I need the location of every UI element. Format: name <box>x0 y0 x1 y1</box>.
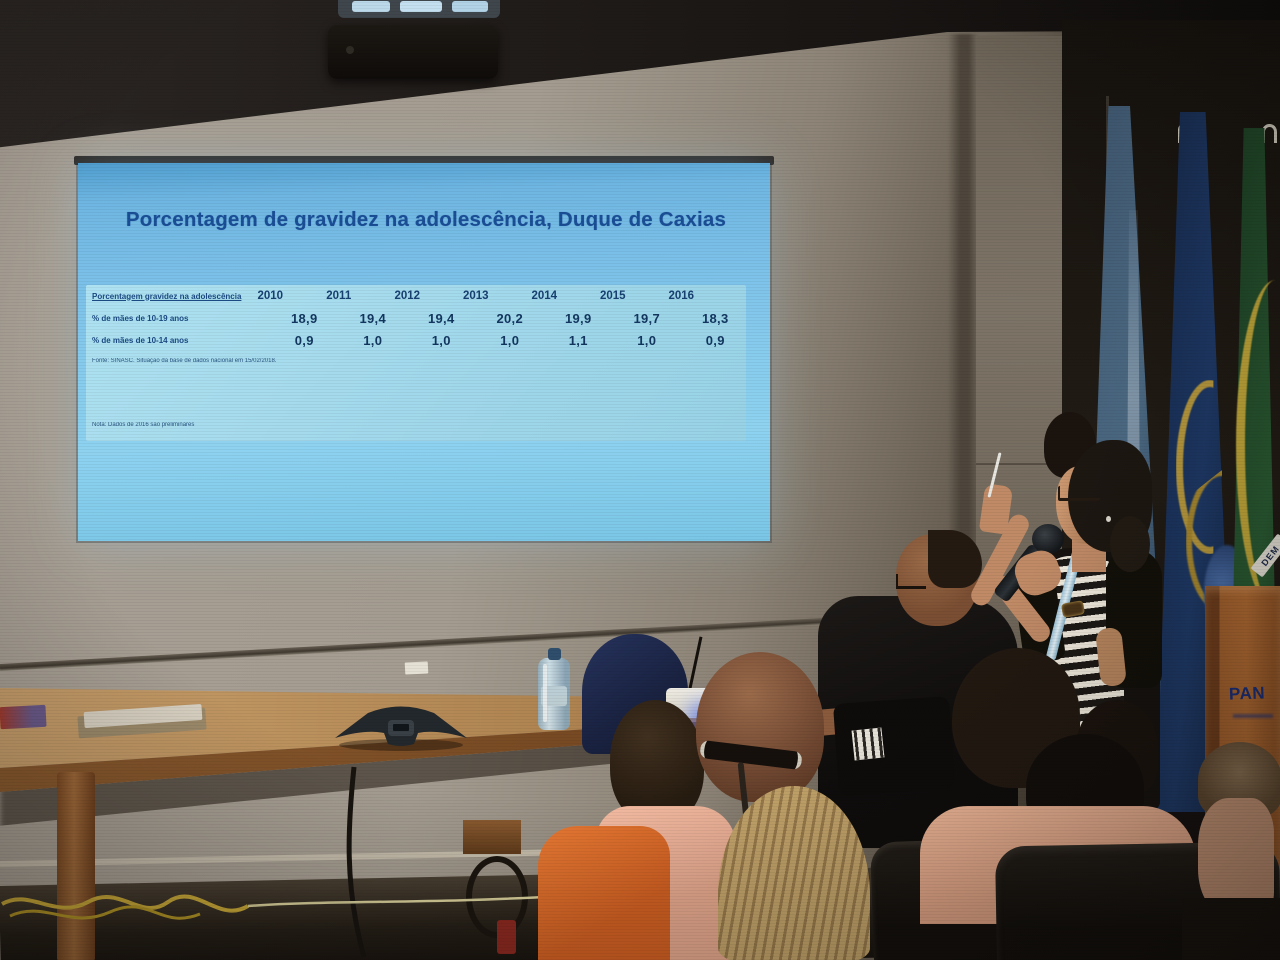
presenter-glasses <box>1058 486 1100 501</box>
year-header: 2012 <box>394 290 421 302</box>
cell-value: 19,4 <box>359 311 386 326</box>
cell-value: 1,1 <box>568 333 588 348</box>
slide-source-note: Fonte: SINASC. Situação da base de dados… <box>92 358 277 364</box>
cell-value: 1,0 <box>500 333 520 348</box>
cell-value: 1,0 <box>637 333 657 348</box>
cell-value: 1,0 <box>431 333 451 348</box>
conference-phone <box>335 706 467 751</box>
slide: Porcentagem de gravidez na adolescência,… <box>78 163 770 541</box>
yellow-floor-cable <box>1 894 561 920</box>
audience-bald-head <box>696 652 824 802</box>
cell-value: 0,9 <box>705 333 725 348</box>
table-header-label: Porcentagem gravidez na adolescência <box>92 291 242 301</box>
table-header-row: Porcentagem gravidez na adolescência 201… <box>86 290 746 302</box>
year-header: 2011 <box>326 290 352 302</box>
cell-value: 20,2 <box>496 311 523 326</box>
year-header: 2013 <box>462 290 489 302</box>
audience-blonde-head <box>718 786 870 960</box>
mount-glint-1 <box>352 1 390 12</box>
mount-glint-3 <box>452 1 488 12</box>
cell-value: 1,0 <box>363 333 383 348</box>
bottle-highlight <box>543 664 547 722</box>
table-row: % de mães de 10-19 anos 18,9 19,4 19,4 2… <box>86 311 746 326</box>
seated-man-glasses <box>896 574 926 589</box>
red-object <box>497 920 516 954</box>
year-header: 2016 <box>668 290 695 302</box>
screen-top-bezel <box>74 156 774 165</box>
bottle-label <box>541 686 567 706</box>
microphone-head <box>1032 524 1064 554</box>
wall-seam <box>976 463 1068 465</box>
table-leg-left <box>57 772 95 960</box>
tray-label <box>404 661 429 675</box>
row-label: % de mães de 10-19 anos <box>92 314 189 323</box>
slide-table-panel: Porcentagem gravidez na adolescência 201… <box>86 285 746 441</box>
bottle-cap <box>548 648 561 660</box>
audience-right-body <box>1182 898 1280 960</box>
slide-footnote: Nota: Dados de 2016 são preliminares <box>92 422 195 428</box>
cell-value: 18,9 <box>290 311 318 326</box>
audience-orange-shirt <box>538 826 670 960</box>
year-header: 2010 <box>257 290 284 302</box>
table-leg-mid <box>463 820 521 854</box>
cell-value: 19,7 <box>633 311 660 326</box>
earring <box>1106 516 1111 522</box>
audience-right-face-hand <box>1198 798 1274 916</box>
year-header: 2014 <box>531 290 558 302</box>
projection-screen: Porcentagem de gravidez na adolescência,… <box>78 163 770 541</box>
hanging-cable <box>346 766 367 958</box>
slide-title: Porcentagem de gravidez na adolescência,… <box>125 208 727 231</box>
cell-value: 19,9 <box>564 311 592 326</box>
water-bottle <box>538 658 570 730</box>
table-row: % de mães de 10-14 anos 0,9 1,0 1,0 1,0 … <box>86 333 746 348</box>
mount-glint-2 <box>400 1 442 12</box>
cell-value: 18,3 <box>701 311 729 326</box>
cell-value: 19,4 <box>427 311 455 326</box>
bag-label <box>848 724 888 764</box>
year-header: 2015 <box>599 290 626 302</box>
row-label: % de mães de 10-14 anos <box>92 336 189 345</box>
podium-subtext-blur <box>1233 714 1273 718</box>
presenter-hair-curl <box>1110 516 1150 572</box>
projector-lens <box>346 46 354 54</box>
audience-head-brown <box>610 700 704 824</box>
brazil-yellow-arc <box>1236 280 1280 610</box>
podium-label: PAN <box>1228 683 1266 704</box>
ceiling-projector <box>328 25 498 79</box>
cell-value: 0,9 <box>294 333 314 348</box>
book-left-edge <box>0 704 47 730</box>
